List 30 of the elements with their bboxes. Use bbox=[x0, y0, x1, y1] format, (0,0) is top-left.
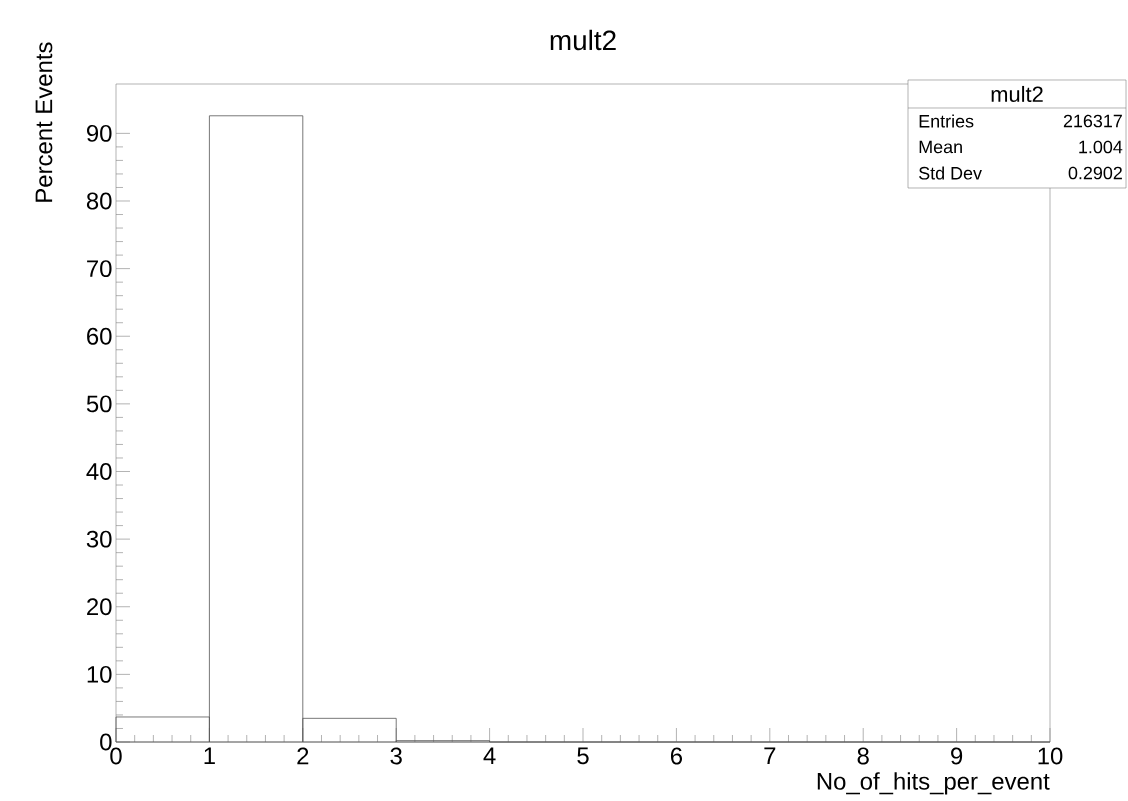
y-tick-label: 40 bbox=[86, 463, 112, 480]
x-tick-label: 10 bbox=[1038, 747, 1063, 765]
x-tick-label: 7 bbox=[764, 747, 776, 764]
y-tick-label: 50 bbox=[86, 395, 112, 413]
y-tick-label: 60 bbox=[87, 327, 112, 345]
annotation: mult2 bbox=[991, 85, 1043, 103]
y-tick-label: 90 bbox=[87, 124, 112, 142]
y-tick-label: 0 bbox=[100, 733, 112, 751]
x-tick-label: 1 bbox=[204, 747, 215, 764]
text: 0.2902 bbox=[1068, 166, 1122, 180]
y-tick-label: 80 bbox=[86, 192, 112, 210]
annotation: Mean bbox=[919, 140, 962, 154]
y-tick-label: 30 bbox=[86, 530, 112, 548]
chart-title: mult2 bbox=[550, 29, 616, 51]
x-tick-label: 3 bbox=[390, 747, 402, 765]
y-tick-label: 70 bbox=[87, 260, 112, 278]
y-tick-label: 10 bbox=[87, 665, 112, 683]
text: 1.004 bbox=[1079, 140, 1123, 154]
x-tick-label: 8 bbox=[857, 747, 869, 765]
x-axis-title: No_of_hits_per_event bbox=[817, 772, 1050, 795]
y-axis-title: Percent Events bbox=[35, 42, 53, 202]
x-tick-label: 6 bbox=[670, 747, 683, 765]
annotation: Entries bbox=[919, 114, 974, 128]
x-tick-label: 2 bbox=[297, 747, 309, 765]
text: 216317 bbox=[1063, 114, 1122, 128]
x-tick-label: 5 bbox=[577, 747, 589, 765]
x-tick-label: 9 bbox=[951, 747, 963, 765]
y-tick-label: 20 bbox=[87, 598, 112, 616]
annotation: Std Dev bbox=[919, 166, 982, 180]
x-tick-label: 4 bbox=[483, 747, 496, 764]
